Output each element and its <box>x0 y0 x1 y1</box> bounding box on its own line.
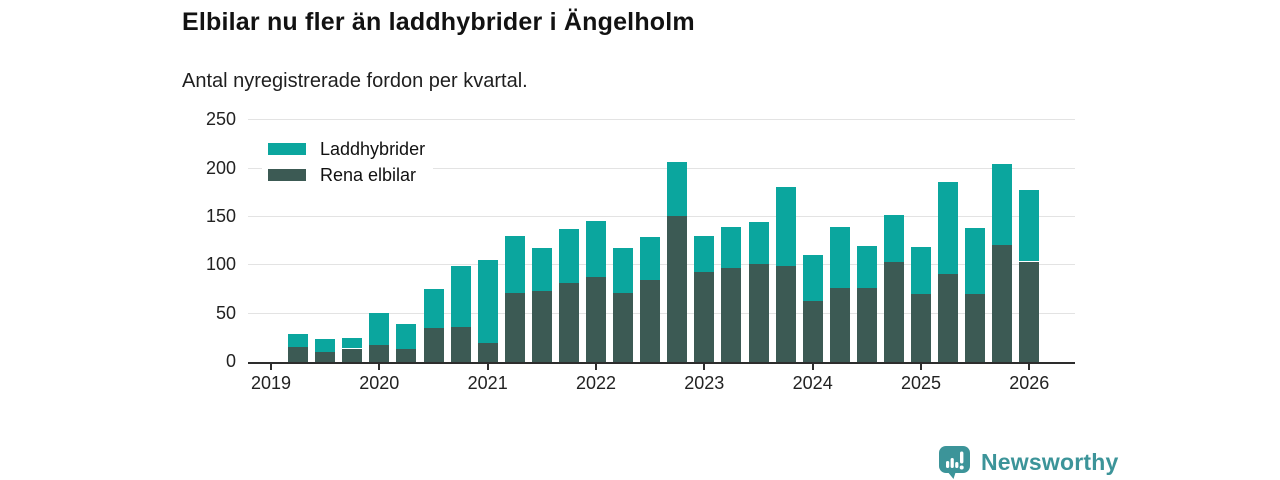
bar-2020-Q4-rena-elbilar <box>450 327 471 362</box>
bar-2024-Q4-rena-elbilar <box>883 262 904 362</box>
bar-2019-Q4-laddhybrider <box>342 337 363 349</box>
chart-title: Elbilar nu fler än laddhybrider i Ängelh… <box>182 8 695 36</box>
bar-2019-Q3-rena-elbilar <box>315 352 336 362</box>
bar-2024-Q2-laddhybrider <box>829 226 850 288</box>
legend-swatch-rena-elbilar <box>268 169 306 181</box>
y-axis-label-150: 150 <box>205 205 236 226</box>
x-axis-label-2024: 2024 <box>792 373 833 393</box>
bar-2025-Q2-laddhybrider <box>938 182 959 274</box>
brand-name: Newsworthy <box>981 448 1119 475</box>
bar-2023-Q2-rena-elbilar <box>721 268 742 362</box>
bar-2025-Q1-rena-elbilar <box>911 294 931 362</box>
legend-item-rena-elbilar: Rena elbilar <box>268 162 425 188</box>
x-axis-tick-2024 <box>811 364 814 370</box>
x-axis-line <box>248 362 1075 364</box>
gridline-150 <box>248 215 1075 217</box>
x-axis-tick-2023 <box>703 364 706 370</box>
bar-2022-Q2-laddhybrider <box>613 247 634 294</box>
bar-2024-Q3-laddhybrider <box>856 246 877 288</box>
legend-swatch-laddhybrider <box>268 143 306 155</box>
bar-2021-Q3-rena-elbilar <box>531 291 552 362</box>
x-axis-label-2021: 2021 <box>467 373 508 393</box>
bar-2025-Q2-rena-elbilar <box>938 274 959 362</box>
bar-2021-Q1-laddhybrider <box>477 259 498 343</box>
bar-2021-Q2-rena-elbilar <box>504 293 525 362</box>
x-axis-tick-2026 <box>1028 364 1031 370</box>
bar-2020-Q4-laddhybrider <box>450 266 471 328</box>
bar-2025-Q3-laddhybrider <box>965 227 986 295</box>
bar-2019-Q2-rena-elbilar <box>288 346 309 362</box>
x-axis-label-2019: 2019 <box>250 373 292 393</box>
bar-2022-Q2-rena-elbilar <box>613 293 634 362</box>
y-axis-label-250: 250 <box>205 109 236 130</box>
bar-2026-Q1-laddhybrider <box>1019 189 1040 262</box>
bar-2026-Q1-rena-elbilar <box>1019 261 1040 362</box>
bar-2020-Q1-rena-elbilar <box>369 344 390 362</box>
x-axis-tick-2020 <box>378 364 381 370</box>
y-axis-label-50: 50 <box>215 302 236 323</box>
x-axis-label-2023: 2023 <box>684 373 725 393</box>
bar-2022-Q4-rena-elbilar <box>667 216 688 362</box>
x-axis-tick-2021 <box>486 364 489 370</box>
bar-2020-Q3-laddhybrider <box>423 288 444 329</box>
x-axis-label-2025: 2025 <box>900 373 942 393</box>
x-axis-tick-2025 <box>920 364 922 370</box>
y-axis-label-0: 0 <box>225 351 236 371</box>
gridline-250 <box>248 119 1075 121</box>
bar-2023-Q1-laddhybrider <box>694 236 715 273</box>
bar-2019-Q3-laddhybrider <box>315 338 336 353</box>
bar-2023-Q2-laddhybrider <box>721 226 742 269</box>
bar-2024-Q2-rena-elbilar <box>829 287 850 362</box>
bar-2024-Q1-laddhybrider <box>802 254 823 302</box>
x-axis-tick-2022 <box>595 364 597 370</box>
bar-2020-Q3-rena-elbilar <box>423 328 444 362</box>
bar-2021-Q2-laddhybrider <box>504 236 525 294</box>
bar-2024-Q3-rena-elbilar <box>856 287 877 362</box>
bar-2022-Q1-laddhybrider <box>586 220 606 277</box>
bar-2021-Q4-rena-elbilar <box>558 282 579 362</box>
bar-2021-Q4-laddhybrider <box>558 228 579 283</box>
y-axis-label-100: 100 <box>205 254 236 275</box>
bar-2023-Q1-rena-elbilar <box>694 272 715 362</box>
x-axis-label-2022: 2022 <box>575 373 617 393</box>
bar-2023-Q3-rena-elbilar <box>748 264 769 362</box>
bar-2025-Q3-rena-elbilar <box>965 294 986 362</box>
bar-2020-Q1-laddhybrider <box>369 312 390 345</box>
bar-2021-Q1-rena-elbilar <box>477 342 498 362</box>
bar-2019-Q2-laddhybrider <box>288 334 309 347</box>
bar-2023-Q4-laddhybrider <box>775 187 796 267</box>
bar-2023-Q4-rena-elbilar <box>775 266 796 362</box>
bar-2023-Q3-laddhybrider <box>748 221 769 265</box>
x-axis-tick-2019 <box>270 364 272 370</box>
bar-2025-Q1-laddhybrider <box>911 247 931 295</box>
x-axis-label-2026: 2026 <box>1009 373 1050 393</box>
bar-2020-Q2-laddhybrider <box>396 324 417 350</box>
newsworthy-logo: Newsworthy <box>938 445 1118 479</box>
bar-2020-Q2-rena-elbilar <box>396 349 417 362</box>
y-axis-label-200: 200 <box>205 157 236 178</box>
bar-2024-Q1-rena-elbilar <box>802 301 823 362</box>
chart-legend: Laddhybrider Rena elbilar <box>262 133 434 191</box>
bar-2022-Q3-rena-elbilar <box>640 279 661 362</box>
bar-2025-Q4-rena-elbilar <box>992 245 1013 362</box>
bar-2022-Q1-rena-elbilar <box>586 276 606 362</box>
bar-2021-Q3-laddhybrider <box>531 247 552 292</box>
bar-2022-Q4-laddhybrider <box>667 161 688 216</box>
gridline-200 <box>248 167 1075 169</box>
newsworthy-barchart-bubble-icon <box>939 446 970 479</box>
bar-2025-Q4-laddhybrider <box>992 163 1013 245</box>
gridline-50 <box>248 312 1075 314</box>
chart-subtitle: Antal nyregistrerade fordon per kvartal. <box>182 70 528 92</box>
legend-label-laddhybrider: Laddhybrider <box>320 138 426 159</box>
legend-item-laddhybrider: Laddhybrider <box>268 136 425 162</box>
gridline-100 <box>248 264 1075 266</box>
bar-2024-Q4-laddhybrider <box>883 215 904 263</box>
x-axis-label-2020: 2020 <box>359 373 400 393</box>
bar-2019-Q4-rena-elbilar <box>342 348 363 362</box>
legend-label-rena-elbilar: Rena elbilar <box>320 164 417 185</box>
bar-2022-Q3-laddhybrider <box>640 237 661 280</box>
